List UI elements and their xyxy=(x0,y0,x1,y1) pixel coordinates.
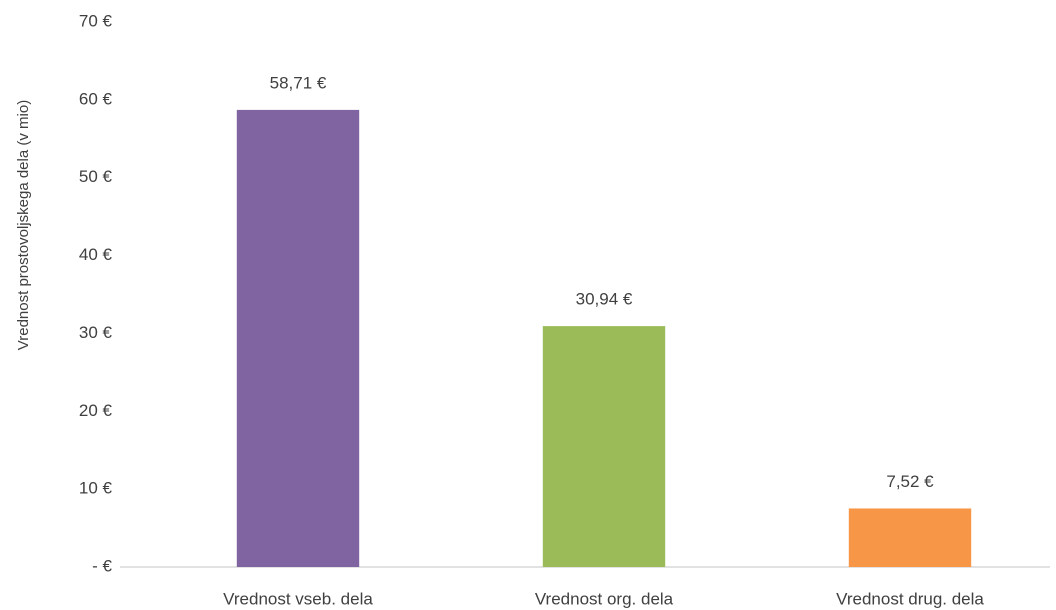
y-tick-label: 30 € xyxy=(79,323,113,342)
bar xyxy=(542,326,666,567)
x-tick-label: Vrednost org. dela xyxy=(535,589,674,608)
bar xyxy=(236,109,360,568)
y-tick-label: 50 € xyxy=(79,167,113,186)
y-tick-label: 60 € xyxy=(79,89,113,108)
x-tick-label: Vrednost vseb. dela xyxy=(223,589,373,608)
y-tick-label: 40 € xyxy=(79,245,113,264)
data-label: 7,52 € xyxy=(886,472,934,491)
bar xyxy=(848,508,972,567)
y-tick-label: 10 € xyxy=(79,479,113,498)
data-label: 58,71 € xyxy=(270,73,327,92)
data-label: 30,94 € xyxy=(576,290,633,309)
x-tick-label: Vrednost drug. dela xyxy=(836,589,984,608)
y-tick-label: 70 € xyxy=(79,11,113,30)
y-axis-title: Vrednost prostovoljskega dela (v mio) xyxy=(15,100,32,350)
y-tick-label: 20 € xyxy=(79,401,113,420)
y-tick-label: - € xyxy=(92,556,112,575)
